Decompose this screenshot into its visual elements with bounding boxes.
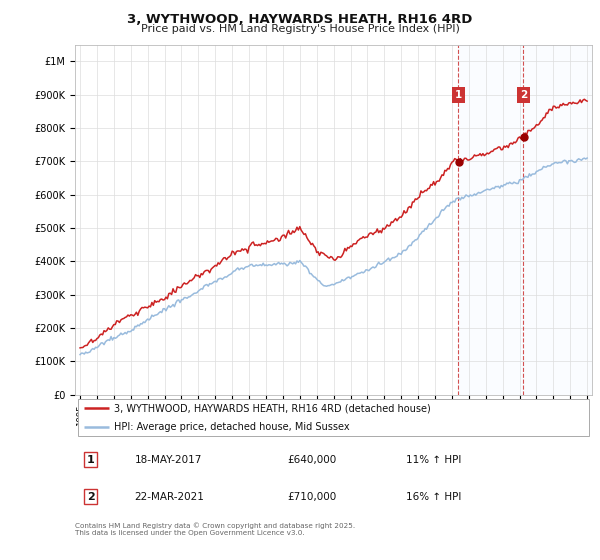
Text: 16% ↑ HPI: 16% ↑ HPI: [406, 492, 461, 502]
Text: £640,000: £640,000: [287, 455, 337, 465]
Text: 18-MAY-2017: 18-MAY-2017: [134, 455, 202, 465]
Text: Price paid vs. HM Land Registry's House Price Index (HPI): Price paid vs. HM Land Registry's House …: [140, 24, 460, 34]
Text: HPI: Average price, detached house, Mid Sussex: HPI: Average price, detached house, Mid …: [114, 422, 349, 432]
Text: £710,000: £710,000: [287, 492, 337, 502]
Text: 11% ↑ HPI: 11% ↑ HPI: [406, 455, 461, 465]
Text: 2: 2: [86, 492, 94, 502]
Text: Contains HM Land Registry data © Crown copyright and database right 2025.
This d: Contains HM Land Registry data © Crown c…: [75, 522, 355, 535]
Text: 3, WYTHWOOD, HAYWARDS HEATH, RH16 4RD (detached house): 3, WYTHWOOD, HAYWARDS HEATH, RH16 4RD (d…: [114, 404, 431, 413]
Bar: [458, 45, 523, 395]
Bar: [523, 45, 596, 395]
Text: 1: 1: [86, 455, 94, 465]
Text: 3, WYTHWOOD, HAYWARDS HEATH, RH16 4RD: 3, WYTHWOOD, HAYWARDS HEATH, RH16 4RD: [127, 13, 473, 26]
Text: 2: 2: [520, 90, 527, 100]
Text: 22-MAR-2021: 22-MAR-2021: [134, 492, 205, 502]
Text: 1: 1: [455, 90, 462, 100]
FancyBboxPatch shape: [77, 399, 589, 436]
